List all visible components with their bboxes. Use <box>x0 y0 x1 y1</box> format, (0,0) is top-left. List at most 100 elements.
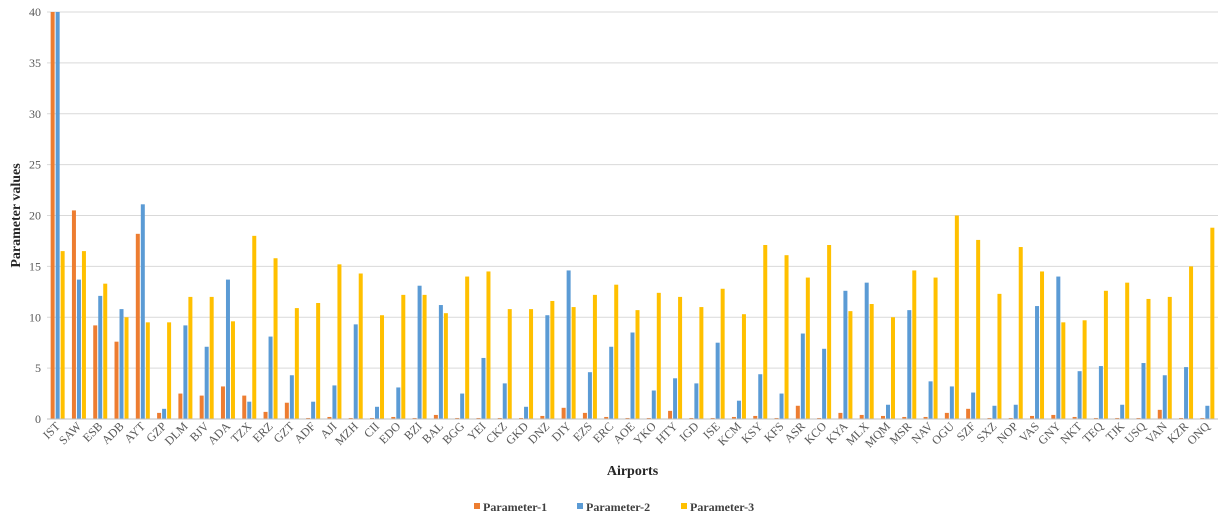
x-tick-label: ADB <box>99 419 127 447</box>
bar-parameter-2-adb <box>119 309 124 419</box>
x-tick-label: USQ <box>1122 419 1149 446</box>
bar-parameter-2-bal <box>438 305 443 419</box>
bar-parameter-1-ayt <box>135 233 140 419</box>
x-axis-title: Airports <box>607 464 659 479</box>
x-tick-label: KCO <box>801 419 829 447</box>
x-tick-label: MZH <box>332 419 361 448</box>
bar-parameter-1-igd <box>689 417 694 419</box>
x-tick-label: NOP <box>994 419 1021 446</box>
bar-parameter-1-ada <box>220 386 225 419</box>
bar-parameter-1-bgg <box>455 417 460 419</box>
bar-parameter-3-kfs <box>784 255 789 419</box>
bar-parameter-3-adf <box>316 303 321 419</box>
bar-parameter-1-vas <box>1030 415 1035 419</box>
x-tick-label: MSR <box>887 419 915 447</box>
bar-parameter-2-bjv <box>204 346 209 419</box>
x-tick-label: HTY <box>653 419 681 447</box>
bar-parameter-1-erz <box>263 411 268 419</box>
y-tick-label: 5 <box>35 361 41 375</box>
bar-parameter-1-kya <box>838 412 843 419</box>
bar-parameter-2-esb <box>98 295 103 419</box>
bar-parameter-2-nkt <box>1077 371 1082 419</box>
legend-label: Parameter-3 <box>690 500 754 514</box>
bar-parameter-3-dlm <box>188 296 193 419</box>
bar-parameter-2-yei <box>481 357 486 419</box>
bar-parameter-1-ckz <box>497 417 502 419</box>
x-tick-label: CKZ <box>483 419 510 446</box>
bar-parameter-3-yei <box>486 271 491 419</box>
bar-parameter-1-ise <box>710 417 715 419</box>
bar-parameter-1-bjv <box>199 395 204 419</box>
bar-parameter-2-kya <box>843 290 848 419</box>
x-tick-label: TJK <box>1103 419 1128 444</box>
bar-parameter-1-teq <box>1093 417 1098 419</box>
bar-parameter-2-kzr <box>1184 367 1189 419</box>
x-tick-label: EZS <box>570 419 595 444</box>
bar-parameter-3-ayt <box>145 322 150 419</box>
x-tick-label: NKT <box>1057 419 1085 447</box>
bar-parameter-1-nkt <box>1072 416 1077 419</box>
bar-parameter-2-mlx <box>864 282 869 419</box>
bar-parameter-2-bgg <box>460 393 465 419</box>
bar-parameter-2-igd <box>694 383 699 419</box>
x-tick-label: AYT <box>121 419 148 446</box>
x-tick-label: ERZ <box>250 419 276 445</box>
bar-parameter-1-kco <box>817 417 822 419</box>
bar-parameter-1-bzi <box>412 417 417 419</box>
x-tick-label: BGG <box>439 419 467 447</box>
bar-parameter-3-tjk <box>1125 282 1130 419</box>
bars <box>50 12 1215 420</box>
bar-parameter-2-diy <box>566 270 571 419</box>
bar-parameter-3-aji <box>337 264 342 419</box>
bar-parameter-1-ezs <box>582 412 587 419</box>
bar-parameter-1-sxz <box>987 417 992 419</box>
bar-parameter-2-kfs <box>779 393 784 419</box>
bar-parameter-3-vas <box>1040 271 1045 419</box>
x-tick-label: AOE <box>610 419 637 446</box>
bar-parameter-2-onq <box>1205 405 1210 419</box>
bar-parameter-1-hty <box>668 410 673 419</box>
bar-parameter-3-igd <box>699 307 704 419</box>
bar-parameter-2-gzt <box>289 375 294 419</box>
x-tick-label: GKD <box>503 419 532 448</box>
x-tick-label: ASR <box>782 419 808 445</box>
bar-parameter-3-kzr <box>1189 266 1194 420</box>
x-tick-label: OGU <box>929 419 958 448</box>
bar-parameter-2-nop <box>1013 404 1018 419</box>
x-tick-label: NAV <box>909 419 936 446</box>
bar-parameter-3-hty <box>678 296 683 419</box>
y-tick-label: 15 <box>29 259 41 273</box>
bar-parameter-1-dnz <box>540 415 545 419</box>
x-tick-label: KSY <box>738 419 765 446</box>
bar-parameter-2-msr <box>907 310 912 419</box>
y-tick-label: 30 <box>29 107 41 121</box>
bar-parameter-3-asr <box>805 277 810 419</box>
x-tick-label: ERC <box>590 419 616 445</box>
bar-parameter-2-hty <box>673 378 678 419</box>
bar-parameter-3-ezs <box>592 294 597 419</box>
bar-parameter-1-ist <box>50 12 55 419</box>
y-tick-label: 0 <box>35 412 41 426</box>
x-tick-label: YKO <box>631 419 660 448</box>
bar-parameter-2-gny <box>1056 276 1061 419</box>
bar-parameter-3-ada <box>230 321 235 419</box>
bar-parameter-1-esb <box>93 325 98 419</box>
bar-parameter-2-szf <box>971 392 976 419</box>
bar-parameter-2-yko <box>651 390 656 419</box>
bar-parameter-3-tzx <box>252 235 257 419</box>
bar-parameter-1-mlx <box>859 414 864 419</box>
y-tick-labels: 0 5 10 15 20 25 30 35 40 <box>29 5 41 426</box>
bar-parameter-2-van <box>1162 375 1167 419</box>
bar-parameter-1-tjk <box>1115 417 1120 419</box>
bar-parameter-2-ogu <box>949 386 954 419</box>
bar-parameter-2-edo <box>396 387 401 419</box>
bar-parameter-3-onq <box>1210 227 1215 419</box>
bar-parameter-1-aji <box>327 416 332 419</box>
bar-parameter-1-kzr <box>1179 417 1184 419</box>
x-tick-label: KZR <box>1164 419 1191 446</box>
bar-parameter-3-teq <box>1103 290 1108 419</box>
bar-parameter-3-yko <box>656 292 661 419</box>
bar-parameter-3-mzh <box>358 273 363 419</box>
bar-parameter-1-gkd <box>519 417 524 419</box>
bar-parameter-3-szf <box>976 239 981 419</box>
